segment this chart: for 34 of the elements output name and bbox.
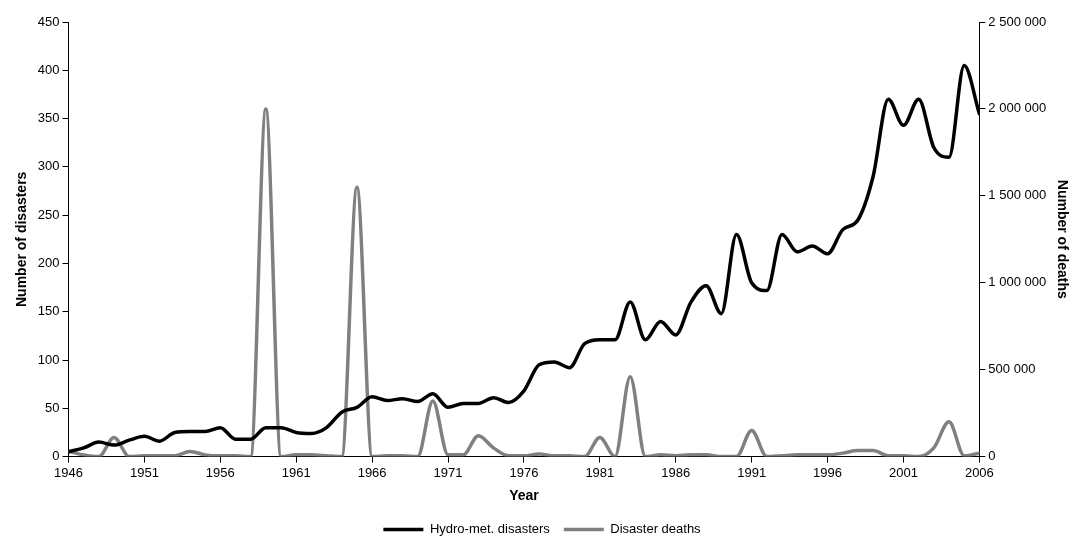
y-tick-label: 50 xyxy=(45,399,60,415)
y-axis-title: Number of disasters xyxy=(13,171,30,307)
y-tick-label: 450 xyxy=(37,13,60,29)
x-tick-label: 1961 xyxy=(281,464,311,480)
legend-label: Hydro-met. disasters xyxy=(429,521,551,537)
y-tick-label: 400 xyxy=(37,61,60,77)
y-tick-label: 200 xyxy=(37,255,60,271)
x-tick-label: 1956 xyxy=(205,464,235,480)
y2-tick-label: 500 000 xyxy=(988,361,1036,377)
y2-tick-label: 1 500 000 xyxy=(988,187,1047,203)
y-tick-label: 250 xyxy=(37,206,60,222)
y-tick-label: 100 xyxy=(37,351,60,367)
x-tick-label: 1946 xyxy=(54,464,83,480)
x-tick-label: 1991 xyxy=(737,464,767,480)
x-tick-label: 1966 xyxy=(357,464,387,480)
legend-label: Disaster deaths xyxy=(610,521,702,537)
x-tick-label: 1981 xyxy=(585,464,615,480)
y2-axis-title: Number of deaths xyxy=(1054,179,1071,300)
x-axis-title: Year xyxy=(509,487,540,504)
x-tick-label: 2001 xyxy=(889,464,918,480)
y2-tick-label: 2 500 000 xyxy=(988,13,1047,29)
y-tick-label: 0 xyxy=(52,448,60,464)
x-tick-label: 1986 xyxy=(661,464,691,480)
x-tick-label: 1996 xyxy=(813,464,843,480)
x-tick-label: 1971 xyxy=(433,464,463,480)
y2-tick-label: 1 000 000 xyxy=(988,274,1047,290)
y-tick-label: 350 xyxy=(37,110,60,126)
x-tick-label: 2006 xyxy=(964,464,994,480)
y-tick-label: 300 xyxy=(37,158,60,174)
x-tick-label: 1951 xyxy=(129,464,159,480)
y2-tick-label: 2 000 000 xyxy=(988,100,1047,116)
y2-tick-label: 0 xyxy=(988,448,996,464)
x-tick-label: 1976 xyxy=(509,464,539,480)
y-tick-label: 150 xyxy=(37,303,60,319)
